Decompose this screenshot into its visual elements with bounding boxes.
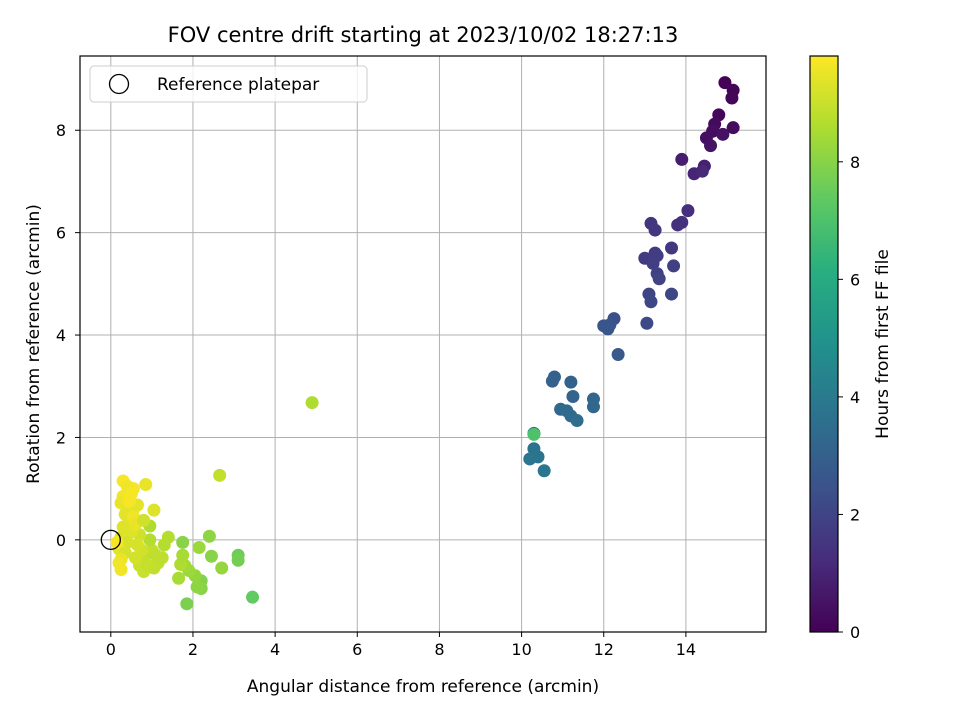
legend-marker (108, 73, 130, 95)
scatter-point (570, 414, 584, 428)
x-tick-label: 4 (270, 640, 280, 659)
scatter-point (172, 571, 186, 585)
grid-lines (80, 56, 766, 632)
x-tick-label: 6 (352, 640, 362, 659)
scatter-point (147, 503, 161, 517)
scatter-point (646, 256, 660, 270)
scatter-point (601, 322, 615, 336)
scatter-point (644, 295, 658, 309)
scatter-point (122, 494, 136, 508)
scatter-point (726, 121, 740, 135)
scatter-point (149, 548, 163, 562)
legend: Reference platepar (89, 65, 368, 103)
colorbar-tick-label: 4 (850, 388, 860, 407)
scatter-point (667, 259, 681, 273)
x-tick-label: 12 (594, 640, 614, 659)
scatter-point (114, 563, 128, 577)
scatter-point (213, 468, 227, 482)
scatter-point (131, 538, 145, 552)
scatter-point (566, 389, 580, 403)
x-axis-label: Angular distance from reference (arcmin) (247, 677, 599, 697)
scatter-point (527, 427, 541, 441)
y-tick-label: 4 (56, 326, 66, 345)
colorbar-ticks: 0 2 4 6 8 (838, 153, 860, 642)
scatter-point (523, 452, 537, 466)
colorbar-tick-label: 2 (850, 505, 860, 524)
colorbar-tick-label: 0 (850, 623, 860, 642)
scatter-point (137, 513, 151, 527)
scatter-point (640, 316, 654, 330)
legend-label: Reference platepar (157, 75, 319, 95)
x-tick-label: 10 (511, 640, 531, 659)
x-axis-ticks: 0 2 4 6 8 10 12 14 (106, 632, 696, 659)
legend-box (89, 65, 368, 103)
scatter-point (695, 164, 709, 178)
y-axis-ticks: 0 2 4 6 8 (56, 121, 80, 550)
scatter-point (665, 241, 679, 255)
scatter-point (246, 590, 260, 604)
scatter-point (190, 580, 204, 594)
scatter-point (215, 561, 229, 575)
scatter-point (586, 400, 600, 414)
reference-point (100, 529, 121, 550)
colorbar-tick-label: 6 (850, 270, 860, 289)
x-tick-label: 0 (106, 640, 116, 659)
plot-frame (79, 55, 767, 633)
y-tick-label: 8 (56, 121, 66, 140)
y-tick-label: 6 (56, 224, 66, 243)
scatter-point (716, 127, 730, 141)
scatter-point (704, 139, 718, 153)
scatter-point (128, 551, 142, 565)
scatter-point (180, 597, 194, 611)
scatter-point (157, 538, 171, 552)
scatter-point (537, 464, 551, 478)
scatter-point (176, 548, 190, 562)
scatter-point (681, 204, 695, 218)
scatter-point (139, 478, 153, 492)
y-tick-label: 0 (56, 531, 66, 550)
colorbar: 0 2 4 6 8 Hours from first FF file (809, 55, 893, 642)
scatter-point (204, 549, 218, 563)
scatter-point (192, 541, 206, 555)
chart-title: FOV centre drift starting at 2023/10/02 … (168, 23, 679, 47)
scatter-point (675, 152, 689, 166)
scatter-point (141, 558, 155, 572)
scatter-point (176, 535, 190, 549)
scatter-point (671, 218, 685, 232)
scatter-point (143, 533, 157, 547)
colorbar-tick-label: 8 (850, 153, 860, 172)
scatter-point (718, 76, 732, 90)
scatter-point (305, 396, 319, 410)
x-tick-label: 14 (676, 640, 696, 659)
scatter-point (648, 223, 662, 237)
colorbar-frame (809, 55, 839, 633)
colorbar-gradient (810, 56, 838, 632)
scatter-point (652, 272, 666, 286)
scatter-point (202, 529, 216, 543)
colorbar-label: Hours from first FF file (873, 249, 893, 439)
scatter-point (665, 287, 679, 301)
x-tick-label: 8 (434, 640, 444, 659)
scatter-point (231, 553, 245, 567)
scatter-point (545, 374, 559, 388)
reference-marker (100, 529, 121, 550)
scatter-point (564, 375, 578, 389)
y-tick-label: 2 (56, 428, 66, 447)
scatter-points (110, 76, 740, 611)
scatter-point (611, 347, 625, 361)
x-tick-label: 2 (188, 640, 198, 659)
y-axis-label: Rotation from reference (arcmin) (24, 204, 44, 484)
scatter-point (725, 91, 739, 105)
